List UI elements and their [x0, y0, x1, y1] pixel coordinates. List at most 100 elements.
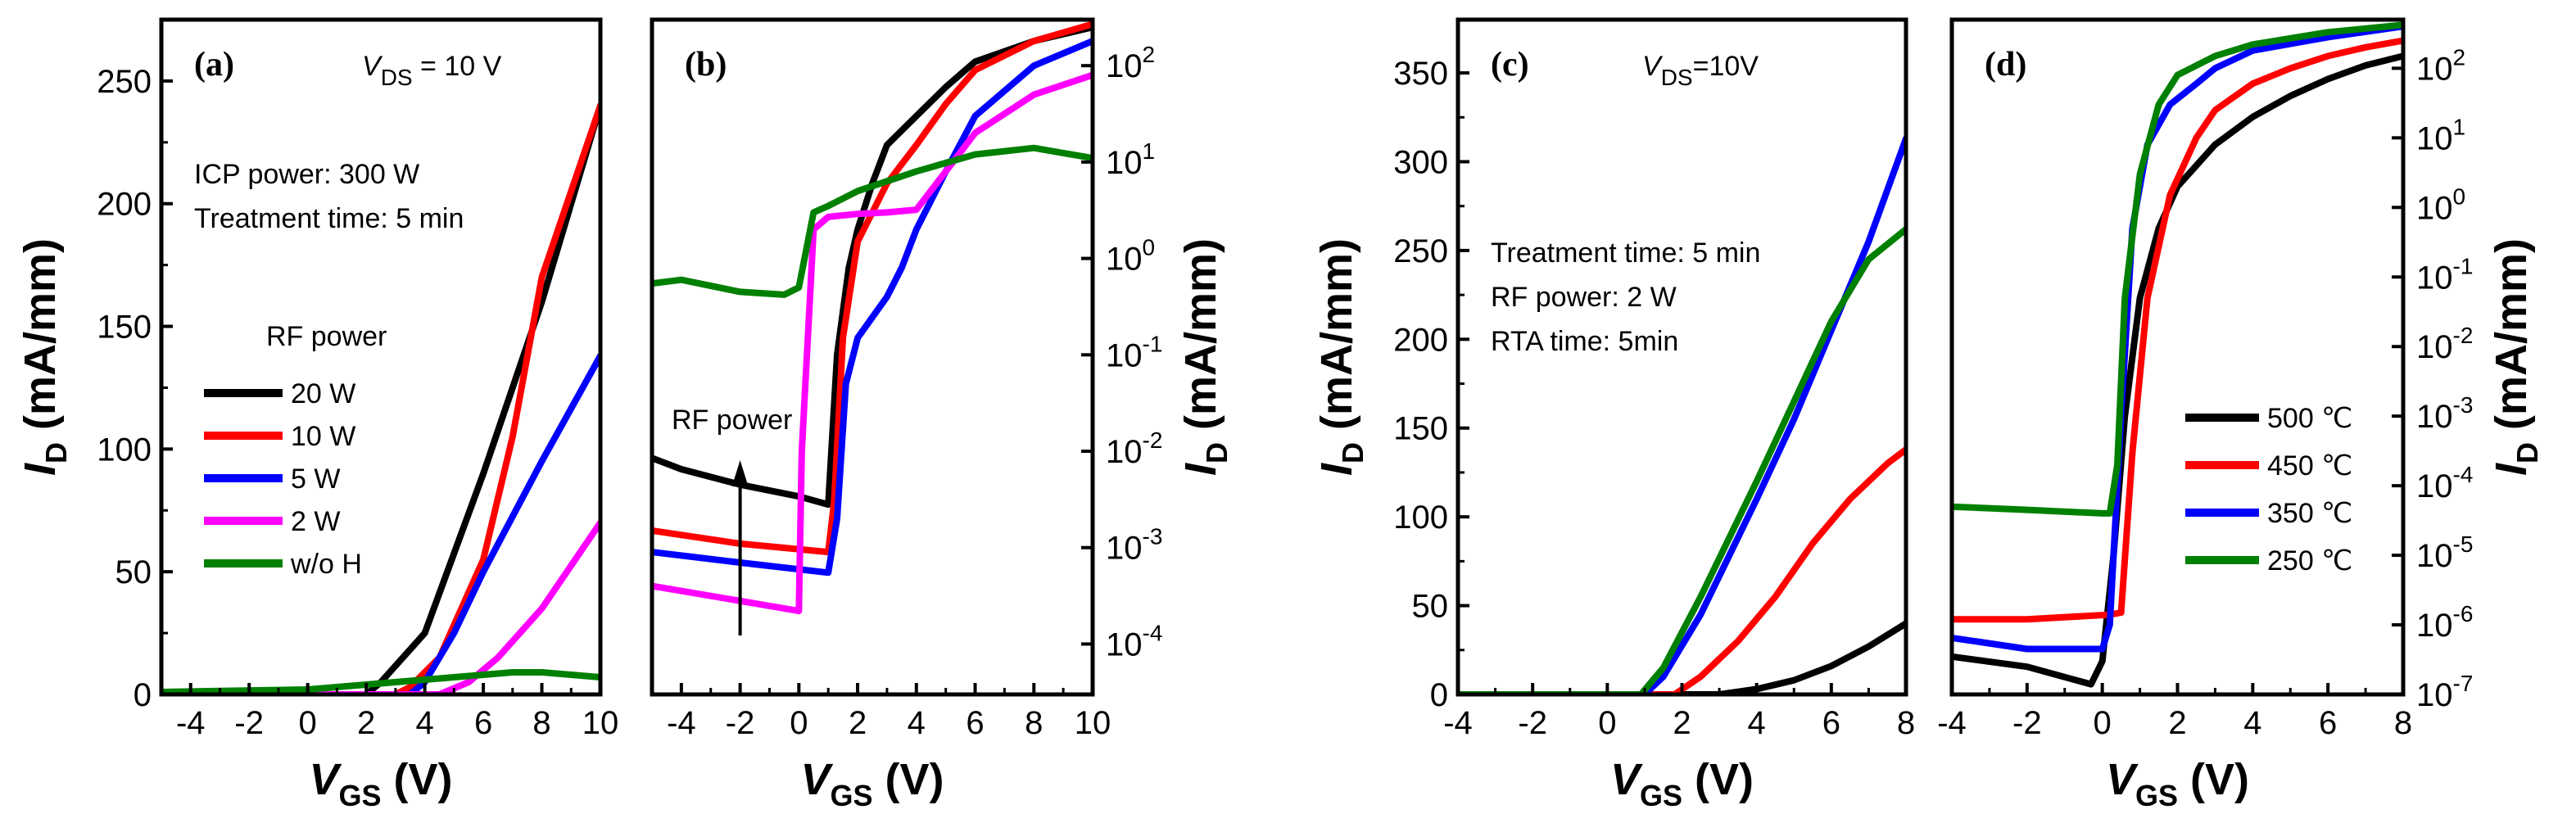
bias-condition-a: VDS = 10 V	[362, 51, 502, 90]
y-tick-exponent: 0	[1143, 235, 1156, 260]
y-tick-base: 10	[1106, 531, 1143, 567]
x-tick-label-a-1: -2	[234, 705, 264, 741]
y-tick-base: 10	[2416, 329, 2453, 365]
x-axis-title-sub: GS	[339, 779, 382, 812]
y-tick-exponent: -1	[2453, 253, 2474, 278]
x-tick-label-c-5: 6	[1822, 705, 1840, 741]
bias-value: =10V	[1693, 51, 1759, 82]
y-tick-label-b-6: 102	[1106, 42, 1155, 84]
rf-power-arrow-head	[731, 460, 749, 486]
x-axis-title-unit: (V)	[1682, 755, 1754, 804]
plot-frame-d	[1949, 17, 2406, 697]
y-axis-title-var: I	[1312, 463, 1361, 476]
y-tick-label-d-7: 100	[2416, 183, 2465, 226]
series-line-d-0	[1952, 52, 2403, 688]
x-tick-label-c-2: 0	[1598, 705, 1616, 741]
x-axis-title-unit: (V)	[382, 755, 453, 804]
legend-label-d-0: 500 ℃	[2267, 403, 2352, 434]
x-axis-title-var: V	[309, 755, 342, 804]
y-tick-label-d-2: 10-5	[2416, 531, 2473, 574]
x-tick-label-c-1: -2	[1518, 705, 1547, 741]
y-tick-label-b-2: 10-2	[1106, 427, 1162, 470]
x-tick-label-d-5: 6	[2319, 705, 2337, 741]
rf-power-annotation: RF power	[672, 405, 792, 436]
condition-note-c-2: RTA time: 5min	[1491, 326, 1678, 357]
panel-label-b: (b)	[685, 46, 727, 84]
series-line-a-4	[161, 669, 600, 694]
y-axis-title-unit: (mA/mm)	[16, 238, 65, 442]
panel-label-c: (c)	[1491, 46, 1529, 84]
y-tick-label-c-6: 300	[1393, 144, 1448, 180]
x-axis-title-sub: GS	[831, 779, 873, 812]
condition-note-a-1: Treatment time: 5 min	[194, 203, 464, 234]
x-axis-title-unit: (V)	[873, 755, 944, 804]
x-tick-label-b-6: 8	[1025, 705, 1043, 741]
series-line-d-1	[1952, 37, 2403, 623]
bias-value: = 10 V	[413, 51, 502, 82]
x-tick-label-d-4: 4	[2243, 705, 2261, 741]
x-axis-title-sub: GS	[2135, 779, 2178, 812]
y-tick-label-a-2: 100	[97, 432, 152, 468]
panel-label-d: (d)	[1985, 46, 2026, 84]
y-tick-exponent: -4	[2453, 462, 2474, 487]
y-tick-label-c-0: 0	[1430, 677, 1448, 713]
series-line-a-2	[161, 352, 600, 694]
x-axis-title-var: V	[1610, 755, 1643, 804]
x-axis-title-var: V	[800, 755, 833, 804]
legend-label-3: 2 W	[291, 506, 340, 537]
bias-var: V	[362, 51, 383, 82]
y-tick-base: 10	[2416, 260, 2453, 296]
plot-frame-c	[1456, 17, 1908, 697]
series-line-a-3	[161, 519, 600, 694]
y-tick-label-c-7: 350	[1393, 56, 1448, 92]
panel-d: -4 -2 0 2 4 6 810-710-610-510-410-310-210-1100…	[1937, 17, 2544, 812]
series-line-b-4	[652, 144, 1093, 298]
y-tick-exponent: -4	[1143, 620, 1163, 645]
legend-label-2: 5 W	[291, 463, 340, 495]
y-axis-title-sub: D	[39, 442, 73, 463]
y-tick-exponent: 1	[1143, 138, 1156, 164]
y-tick-label-d-6: 10-1	[2416, 253, 2473, 296]
y-tick-exponent: -3	[1143, 524, 1163, 549]
bias-var: V	[1642, 51, 1664, 82]
y-tick-label-a-5: 250	[97, 64, 152, 100]
y-tick-label-a-4: 200	[97, 187, 152, 223]
x-axis-title-c: VGS (V)	[1610, 755, 1754, 812]
y-tick-label-d-4: 10-3	[2416, 392, 2473, 435]
series-line-a-0	[161, 102, 600, 694]
y-axis-title-var: I	[2487, 463, 2536, 476]
bias-sub: DS	[1661, 65, 1693, 90]
y-tick-label-a-0: 0	[134, 677, 152, 713]
series-line-a-1	[161, 102, 600, 694]
x-axis-title-d: VGS (V)	[2106, 755, 2249, 812]
y-axis-title-var: I	[1176, 463, 1225, 476]
y-axis-title-b: ID (mA/mm)	[1176, 238, 1234, 476]
series-line-c-2	[1458, 135, 1906, 694]
x-tick-label-a-6: 8	[532, 705, 550, 741]
x-tick-label-c-0: -4	[1443, 705, 1473, 741]
y-tick-label-b-4: 100	[1106, 235, 1155, 278]
x-tick-label-a-2: 0	[299, 705, 317, 741]
y-tick-exponent: 2	[1143, 42, 1156, 67]
y-tick-label-c-4: 200	[1393, 322, 1448, 358]
y-tick-base: 10	[2416, 51, 2453, 87]
y-tick-exponent: -2	[1143, 427, 1163, 453]
series-line-c-0	[1458, 620, 1906, 694]
x-tick-label-d-1: -2	[2012, 705, 2042, 741]
y-tick-label-d-5: 10-2	[2416, 323, 2473, 365]
x-tick-label-b-3: 2	[849, 705, 867, 741]
y-axis-title-unit: (mA/mm)	[1312, 238, 1361, 442]
y-tick-label-b-0: 10-4	[1106, 620, 1162, 662]
y-tick-base: 10	[2416, 608, 2453, 644]
x-axis-title-unit: (V)	[2178, 755, 2249, 804]
y-axis-title-d: ID (mA/mm)	[2487, 238, 2544, 476]
y-tick-exponent: 0	[2453, 183, 2466, 209]
plot-frame-b	[650, 17, 1095, 697]
plot-frame-a	[159, 17, 603, 697]
condition-note-c-0: Treatment time: 5 min	[1491, 237, 1760, 269]
legend-label-d-2: 350 ℃	[2267, 498, 2352, 529]
y-tick-exponent: 2	[2453, 44, 2466, 70]
y-tick-exponent: -5	[2453, 531, 2474, 557]
